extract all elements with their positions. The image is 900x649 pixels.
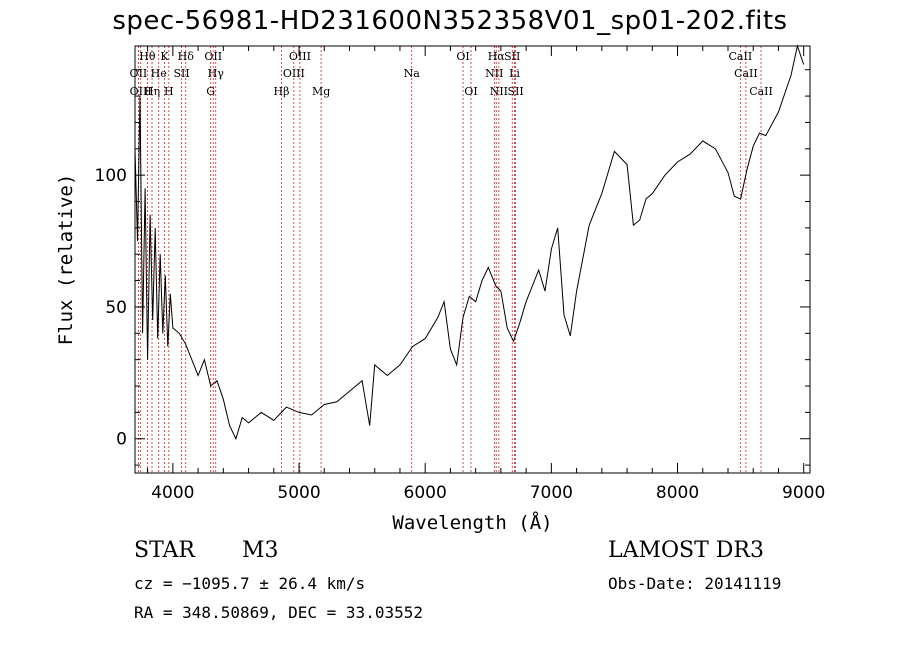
survey-name: LAMOST DR3 bbox=[608, 538, 764, 563]
line-label: CaII bbox=[749, 85, 773, 98]
line-label: H bbox=[164, 85, 174, 98]
line-label: K bbox=[160, 50, 169, 63]
redshift-velocity: cz = −1095.7 ± 26.4 km/s bbox=[134, 574, 366, 593]
line-label: OII bbox=[204, 50, 222, 63]
line-label: SII bbox=[173, 67, 189, 80]
line-label: SII bbox=[508, 85, 524, 98]
y-tick-label: 0 bbox=[116, 430, 127, 450]
line-label: Hθ bbox=[139, 50, 156, 63]
line-label: G bbox=[206, 85, 215, 98]
line-label: OIII bbox=[289, 50, 311, 63]
line-label: OII bbox=[130, 67, 148, 80]
line-label: Hα bbox=[488, 50, 506, 63]
observation-date: Obs-Date: 20141119 bbox=[608, 574, 782, 593]
chart-title: spec-56981-HD231600N352358V01_sp01-202.f… bbox=[112, 6, 788, 36]
line-label: He bbox=[151, 67, 167, 80]
line-label: Mg bbox=[312, 85, 330, 98]
line-label: Hγ bbox=[208, 67, 225, 80]
spectrum-series bbox=[134, 44, 805, 441]
y-tick-label: 100 bbox=[95, 166, 127, 186]
y-tick-label: 50 bbox=[105, 298, 127, 318]
plot-frame bbox=[134, 45, 811, 474]
x-axis-label: Wavelength (Å) bbox=[392, 511, 552, 534]
y-axis-label: Flux (relative) bbox=[55, 174, 77, 346]
line-label: SII bbox=[504, 50, 520, 63]
line-label: Hβ bbox=[274, 85, 290, 98]
line-label: Hδ bbox=[178, 50, 195, 63]
object-class: STAR bbox=[134, 538, 195, 563]
x-tick-label: 8000 bbox=[656, 483, 699, 503]
line-label: CaII bbox=[734, 67, 758, 80]
axes: 4000 5000 6000 7000 8000 9000 0 50 100 bbox=[95, 46, 825, 503]
line-label: NII bbox=[485, 67, 503, 80]
line-label: Li bbox=[509, 67, 520, 80]
x-tick-label: 5000 bbox=[277, 483, 320, 503]
x-tick-label: 7000 bbox=[530, 483, 573, 503]
line-label: OIII bbox=[283, 67, 305, 80]
spectrum-line bbox=[134, 44, 805, 441]
x-tick-label: 9000 bbox=[782, 483, 825, 503]
object-subclass: M3 bbox=[242, 538, 279, 563]
line-label: OI bbox=[464, 85, 477, 98]
line-label: Hη bbox=[144, 85, 160, 98]
x-tick-label: 6000 bbox=[404, 483, 447, 503]
line-label: OI bbox=[456, 50, 469, 63]
line-label: NII bbox=[490, 85, 508, 98]
line-label: Na bbox=[404, 67, 421, 80]
ra-dec: RA = 348.50869, DEC = 33.03552 bbox=[134, 603, 423, 622]
x-tick-label: 4000 bbox=[151, 483, 194, 503]
line-label: CaII bbox=[729, 50, 753, 63]
